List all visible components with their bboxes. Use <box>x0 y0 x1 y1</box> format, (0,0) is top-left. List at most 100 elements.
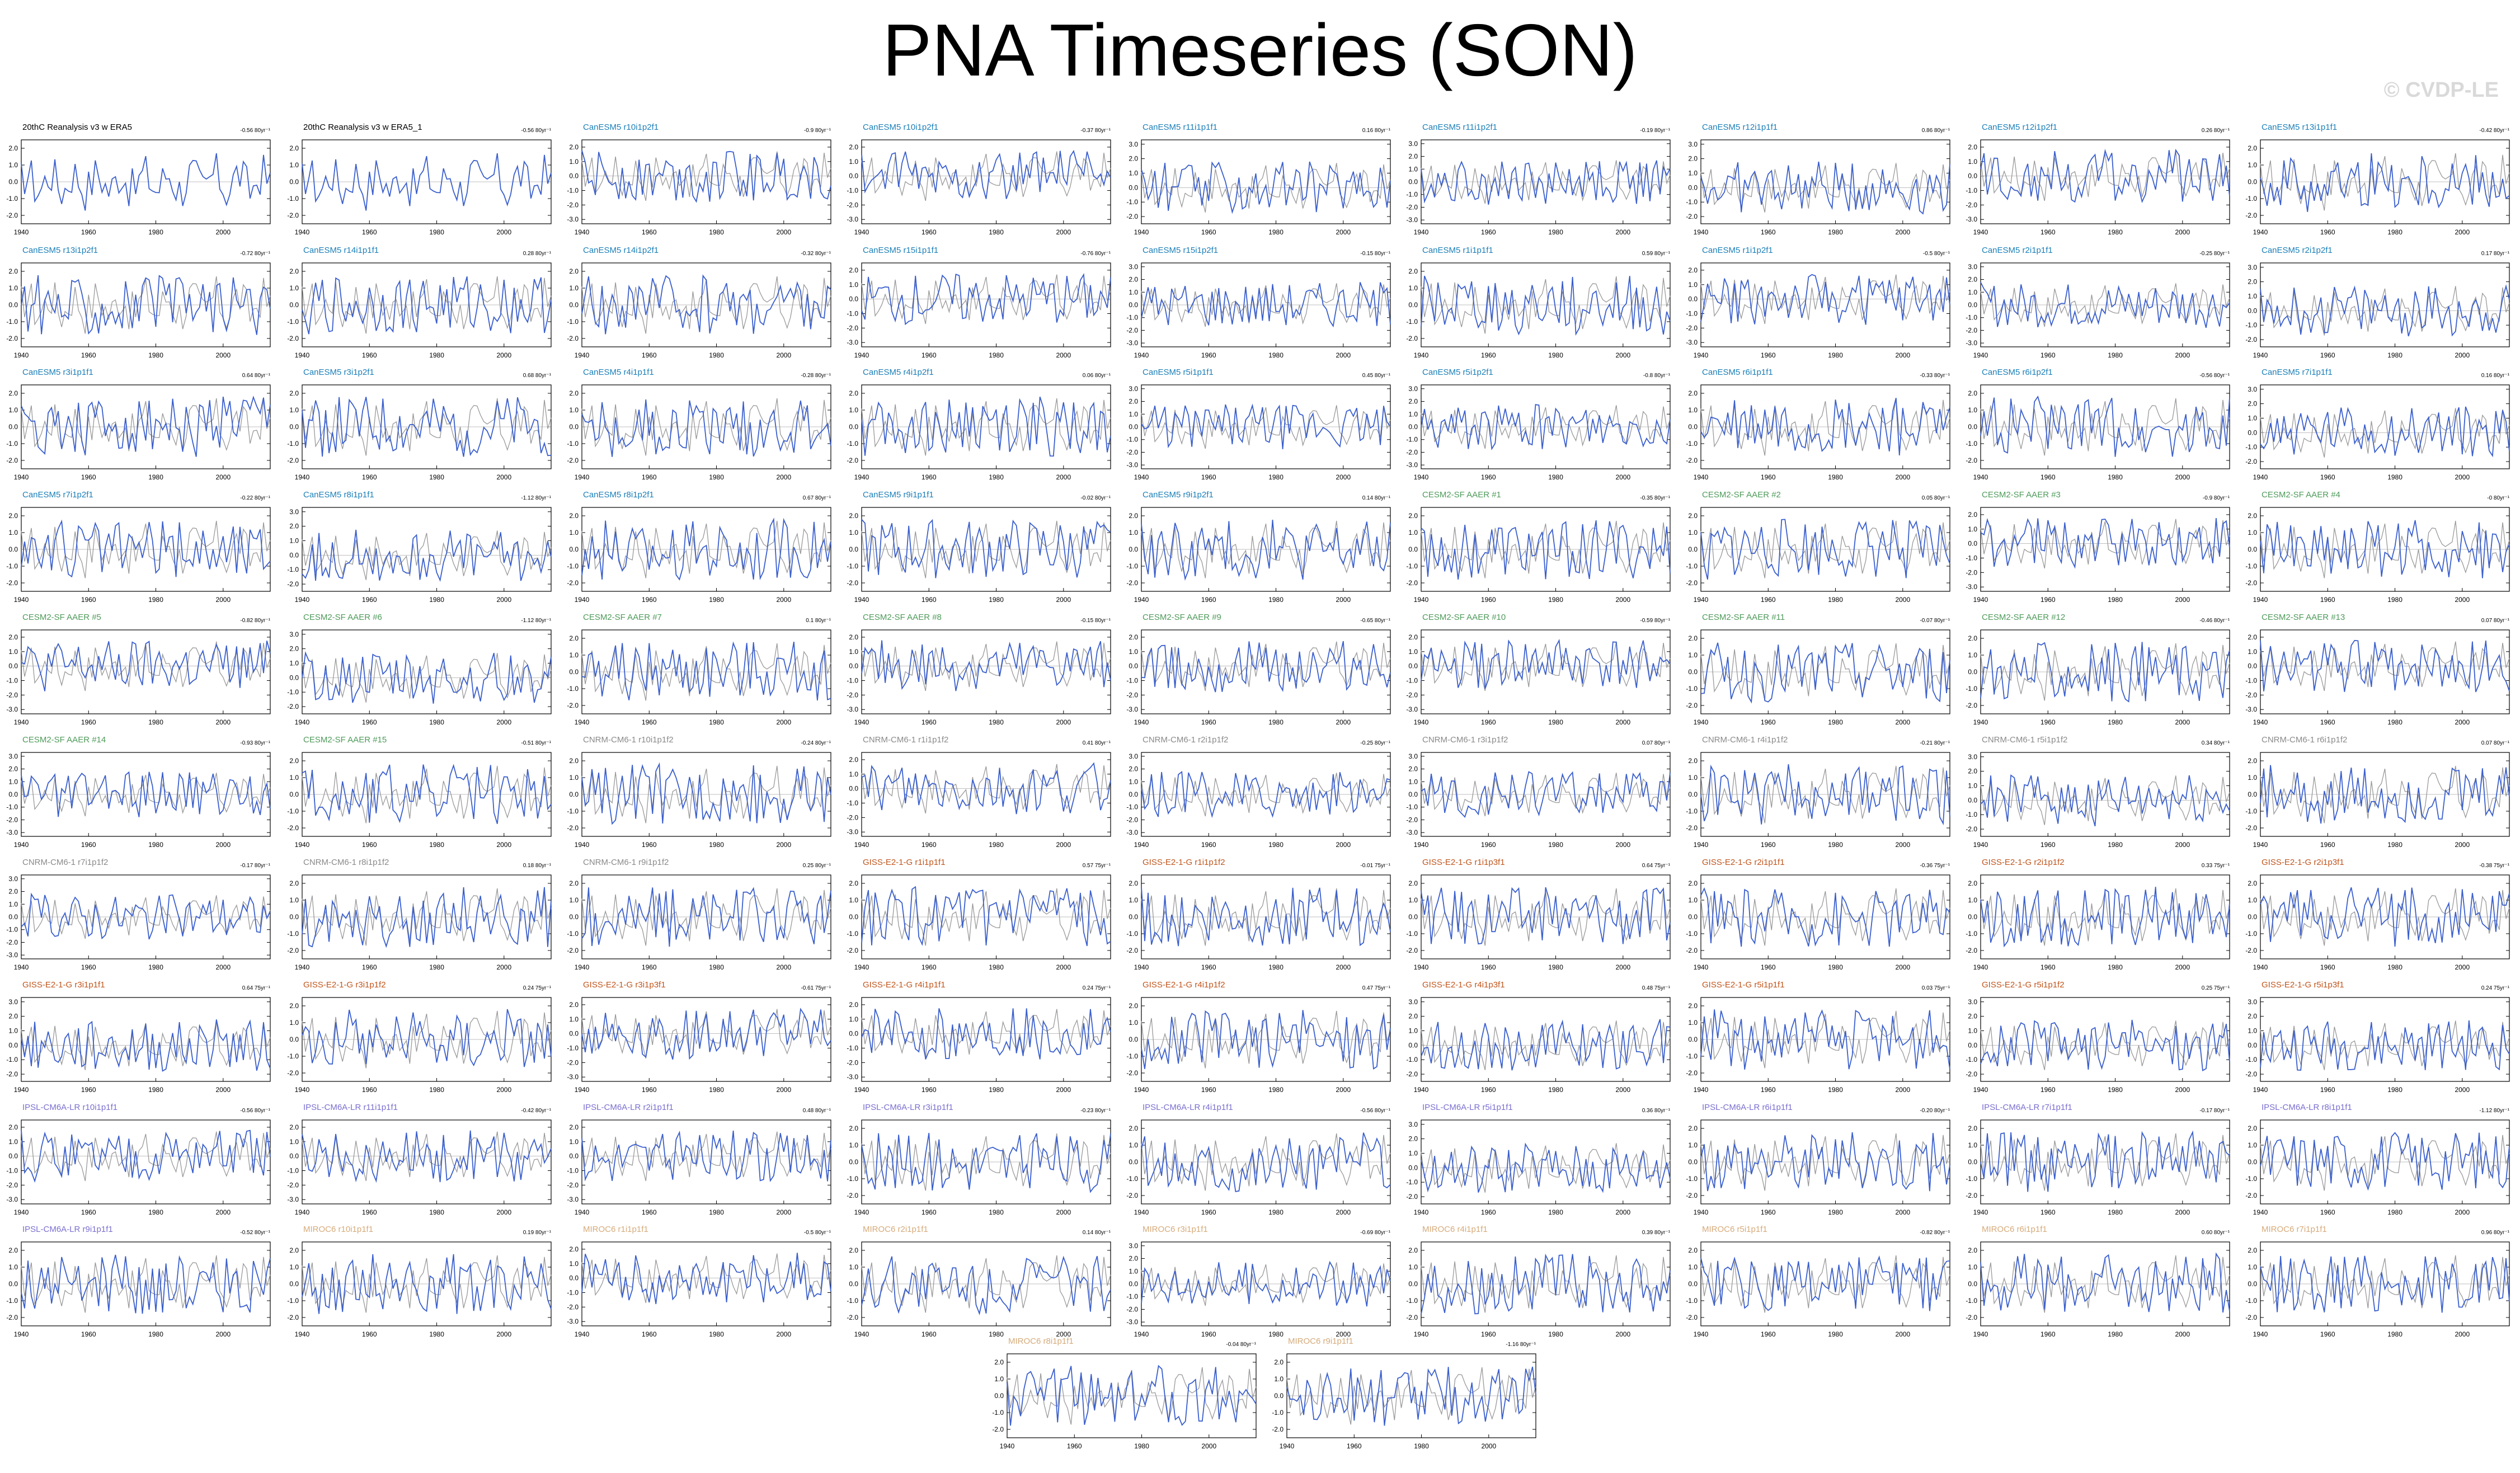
x-tick-label: 1960 <box>922 1086 937 1094</box>
x-tick-label: 1980 <box>989 1086 1004 1094</box>
y-tick-label: -2.0 <box>1272 1425 1283 1433</box>
timeseries-panel: MIROC6 r4i1p1f1 0.39 80yr⁻¹ 2.0 1.0 0.0 -1.0 -… <box>1406 1225 1671 1338</box>
y-tick-label: 0.0 <box>1688 545 1698 553</box>
x-tick-label: 1960 <box>362 1086 377 1094</box>
panel-trend: -0.69 80yr⁻¹ <box>1360 1230 1390 1236</box>
panel-label: GISS-E2-1-G r5i1p3f1 <box>2262 980 2344 990</box>
x-tick-label: 1980 <box>2108 1208 2123 1216</box>
x-tick-label: 1980 <box>148 596 163 604</box>
panel-label: CanESM5 r2i1p2f1 <box>2262 246 2333 255</box>
y-tick-label: 0.0 <box>1129 301 1138 309</box>
y-tick-label: -2.0 <box>1686 213 1698 220</box>
plot-frame <box>581 139 831 224</box>
x-tick-label: 1940 <box>1414 1208 1429 1216</box>
panel-label: CanESM5 r11i1p2f1 <box>1422 123 1497 132</box>
y-tick-label: 0.0 <box>994 1392 1004 1400</box>
model-series-line <box>581 1130 831 1183</box>
x-tick-label: 2000 <box>2455 228 2470 236</box>
x-tick-label: 1980 <box>1548 1086 1563 1094</box>
x-tick-label: 1980 <box>1828 473 1843 481</box>
y-tick-label: -1.0 <box>1966 314 1977 322</box>
timeseries-panel: 20thC Reanalysis v3 w ERA5_1 -0.56 80yr⁻¹… <box>287 123 552 236</box>
x-tick-label: 1940 <box>1694 1086 1709 1094</box>
y-tick-label: -1.0 <box>1406 1297 1418 1305</box>
x-tick-label: 1980 <box>2387 473 2403 481</box>
y-tick-label: -3.0 <box>1686 338 1698 346</box>
x-tick-label: 1940 <box>295 351 310 359</box>
y-tick-label: -1.0 <box>1406 803 1418 811</box>
y-tick-label: 0.0 <box>1968 1041 1977 1049</box>
x-tick-label: 2000 <box>1895 963 1910 971</box>
y-tick-label: 0.0 <box>849 913 858 921</box>
y-tick-label: -1.0 <box>1966 685 1977 693</box>
panel-trend: -0.15 80yr⁻¹ <box>1080 618 1111 624</box>
model-series-line <box>581 887 831 947</box>
y-tick-label: 2.0 <box>569 267 579 275</box>
y-tick-label: -2.0 <box>1126 326 1138 334</box>
y-tick-label: 0.0 <box>1408 1164 1418 1171</box>
y-tick-label: -1.0 <box>2245 195 2257 203</box>
x-tick-label: 1980 <box>429 1208 444 1216</box>
panel-label: CNRM-CM6-1 r9i1p1f2 <box>583 858 669 867</box>
x-tick-label: 1980 <box>148 841 163 849</box>
timeseries-panel: CanESM5 r6i1p1f1 -0.33 80yr⁻¹ 2.0 1.0 0.0 -1.… <box>1686 368 1950 481</box>
timeseries-panel: CanESM5 r9i1p2f1 0.14 80yr⁻¹ 2.0 1.0 0.0 -1.0… <box>1126 490 1391 604</box>
y-tick-label: -1.0 <box>287 688 299 696</box>
y-tick-label: 1.0 <box>289 406 299 414</box>
obs-series-line <box>1286 1367 1536 1425</box>
obs-series-line <box>581 1009 831 1059</box>
y-tick-label: 3.0 <box>2248 385 2257 393</box>
x-tick-label: 1960 <box>2320 228 2335 236</box>
x-tick-label: 2000 <box>2455 1086 2470 1094</box>
y-tick-label: 2.0 <box>1408 1246 1418 1254</box>
y-tick-label: -1.0 <box>2245 930 2257 938</box>
x-tick-label: 1960 <box>1481 1086 1496 1094</box>
y-tick-label: -2.0 <box>1966 947 1977 954</box>
x-tick-label: 2000 <box>1056 228 1071 236</box>
x-tick-label: 1960 <box>922 596 937 604</box>
panel-label: CNRM-CM6-1 r4i1p1f2 <box>1702 735 1788 745</box>
y-tick-label: -2.0 <box>1406 579 1418 587</box>
y-tick-label: -3.0 <box>1126 829 1138 836</box>
model-series-line <box>1421 1142 1671 1193</box>
panel-label: 20thC Reanalysis v3 w ERA5 <box>22 123 132 132</box>
y-tick-label: -2.0 <box>1406 203 1418 211</box>
y-tick-label: -1.0 <box>287 318 299 326</box>
y-tick-label: 2.0 <box>8 1123 18 1131</box>
x-tick-label: 1940 <box>1694 1330 1709 1338</box>
panel-label: CNRM-CM6-1 r10i1p1f2 <box>583 735 674 745</box>
panel-trend: -1.12 80yr⁻¹ <box>521 618 551 624</box>
panel-label: CESM2-SF AAER #9 <box>1143 613 1221 622</box>
x-tick-label: 2000 <box>1615 596 1630 604</box>
model-series-line <box>1700 161 1950 215</box>
y-tick-label: 0.0 <box>849 1158 858 1166</box>
x-tick-label: 1980 <box>2108 841 2123 849</box>
x-tick-label: 1940 <box>2253 473 2268 481</box>
y-tick-label: 2.0 <box>1129 155 1138 163</box>
x-tick-label: 1960 <box>1201 963 1216 971</box>
y-tick-label: 0.0 <box>569 1030 579 1038</box>
obs-series-line <box>581 888 831 946</box>
y-tick-label: -2.0 <box>287 1314 299 1321</box>
timeseries-panel: MIROC6 r10i1p1f1 0.19 80yr⁻¹ 2.0 1.0 0.0 -1.0… <box>287 1225 552 1338</box>
y-tick-label: 2.0 <box>1408 153 1418 161</box>
x-tick-label: 1960 <box>922 351 937 359</box>
y-tick-label: -2.0 <box>1406 691 1418 699</box>
y-tick-label: -2.0 <box>1966 457 1977 464</box>
y-tick-label: -1.0 <box>6 562 18 570</box>
x-tick-label: 1960 <box>81 1330 96 1338</box>
y-tick-label: 2.0 <box>1129 765 1138 773</box>
timeseries-panel: CanESM5 r2i1p1f1 -0.25 80yr⁻¹ 3.0 2.0 1.0 0.0… <box>1966 246 2230 359</box>
y-tick-label: 1.0 <box>2248 648 2257 656</box>
model-series-line <box>1421 520 1671 580</box>
y-tick-label: 1.0 <box>1129 1141 1138 1149</box>
y-tick-label: 0.0 <box>8 545 18 553</box>
x-tick-label: 1940 <box>1973 596 1988 604</box>
page-title: PNA Timeseries (SON) <box>882 9 1638 91</box>
x-tick-label: 1980 <box>989 1208 1004 1216</box>
panel-trend: 0.17 80yr⁻¹ <box>2481 251 2510 257</box>
panel-trend: 0.24 75yr⁻¹ <box>2481 985 2510 991</box>
x-tick-label: 1980 <box>429 228 444 236</box>
y-tick-label: 0.0 <box>2248 178 2257 186</box>
